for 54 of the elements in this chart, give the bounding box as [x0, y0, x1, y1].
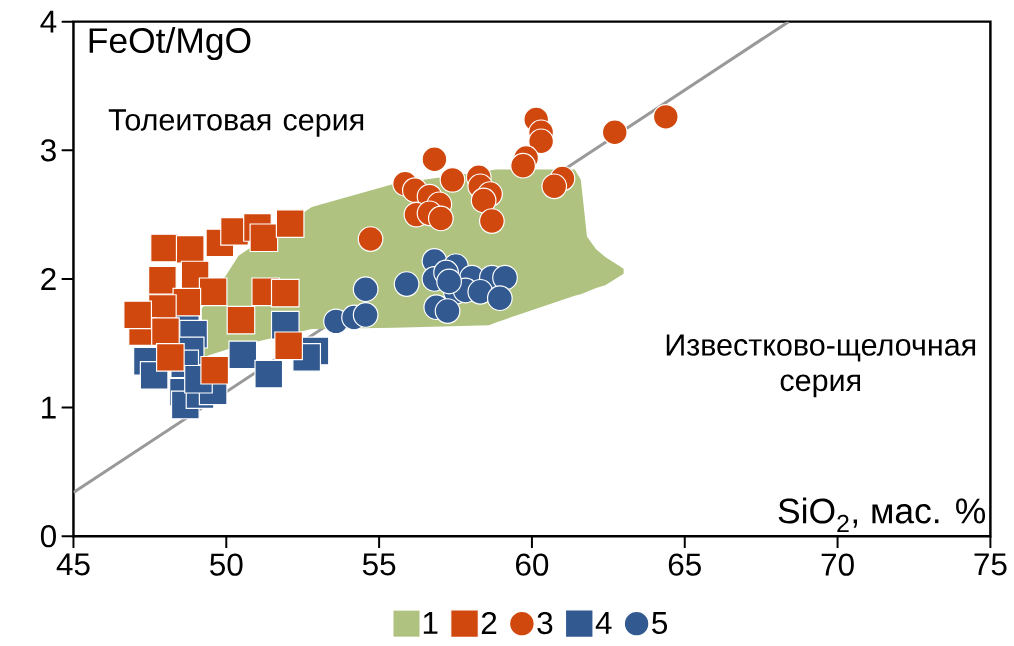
- legend-label: 5: [652, 611, 668, 634]
- point: [151, 317, 180, 346]
- legend-label: 2: [481, 611, 497, 634]
- x-tick-label: 60: [516, 553, 549, 576]
- x-tick-label: 45: [56, 553, 90, 576]
- point: [434, 298, 461, 324]
- x-tick-label: 65: [668, 553, 701, 576]
- point: [467, 278, 494, 305]
- point: [352, 276, 379, 302]
- x-tick-label: 50: [210, 553, 243, 576]
- point: [439, 166, 466, 193]
- point: [479, 207, 505, 234]
- point: [274, 331, 303, 360]
- point: [357, 225, 384, 252]
- point: [421, 146, 448, 172]
- point: [155, 342, 185, 372]
- point: [123, 300, 153, 330]
- point: [200, 355, 230, 385]
- annotation: Известково-щелочная серия: [666, 334, 976, 398]
- point: [541, 173, 568, 199]
- point: [652, 103, 679, 130]
- x-tick-label: 55: [362, 553, 396, 576]
- y-tick-label: 0: [40, 524, 56, 548]
- legend-label: 3: [537, 611, 553, 635]
- point: [470, 187, 497, 214]
- legend-label: 4: [595, 611, 612, 634]
- point: [254, 359, 284, 389]
- y-tick-label: 4: [40, 10, 57, 33]
- x-tick-label: 70: [821, 553, 854, 576]
- point: [510, 152, 536, 179]
- point: [175, 234, 205, 264]
- y-axis-title: FeOt/MgO: [89, 26, 251, 60]
- point: [393, 270, 420, 297]
- y-tick-label: 2: [41, 267, 56, 290]
- point: [427, 205, 454, 232]
- point: [198, 277, 228, 306]
- x-axis-title: SiO$_{2}$, мас. %: [778, 497, 986, 532]
- point: [249, 223, 279, 252]
- point: [226, 305, 256, 335]
- x-tick-label: 75: [974, 553, 1007, 576]
- point: [228, 340, 258, 369]
- point: [352, 301, 379, 328]
- point: [275, 209, 305, 238]
- y-tick-label: 1: [42, 396, 56, 419]
- legend-label: 1: [423, 611, 438, 634]
- point: [486, 285, 513, 311]
- point: [492, 264, 518, 291]
- annotation: Толеитовая серия: [108, 109, 364, 137]
- point: [148, 265, 177, 295]
- point: [601, 119, 628, 145]
- y-tick-label: 3: [40, 138, 56, 162]
- point: [528, 128, 554, 154]
- point: [270, 278, 300, 308]
- point: [436, 268, 462, 295]
